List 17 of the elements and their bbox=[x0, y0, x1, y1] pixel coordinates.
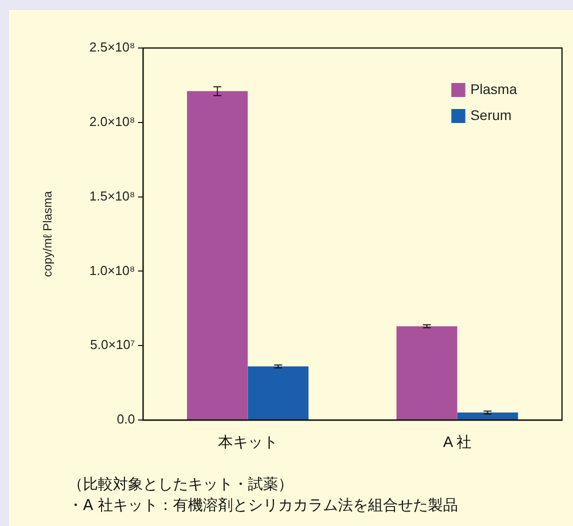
legend-label: Serum bbox=[470, 106, 512, 123]
text: ・A 社キット：有機溶剤とシリカカラム法を組合せた製品 bbox=[68, 495, 460, 516]
bar bbox=[396, 326, 458, 420]
y-tick-label: 1.0×10⁸ bbox=[89, 262, 135, 278]
x-tick-label: A 社 bbox=[443, 434, 472, 452]
text: （比較対象としたキット・試薬） bbox=[68, 474, 294, 495]
y-axis-title: copy/mℓ Plasma bbox=[40, 190, 55, 277]
legend-label: Plasma bbox=[470, 80, 518, 97]
bar bbox=[457, 412, 518, 420]
bar bbox=[186, 91, 248, 420]
bar bbox=[248, 366, 309, 420]
x-tick-label: 本キット bbox=[218, 434, 278, 452]
y-tick-label: 1.5×10⁸ bbox=[89, 188, 135, 204]
y-tick-label: 2.0×10⁸ bbox=[89, 114, 135, 129]
y-tick-label: 5.0×10⁷ bbox=[90, 337, 136, 352]
y-tick-label: 2.5×10⁸ bbox=[89, 40, 135, 55]
y-tick-label: 0.0 bbox=[116, 412, 135, 427]
